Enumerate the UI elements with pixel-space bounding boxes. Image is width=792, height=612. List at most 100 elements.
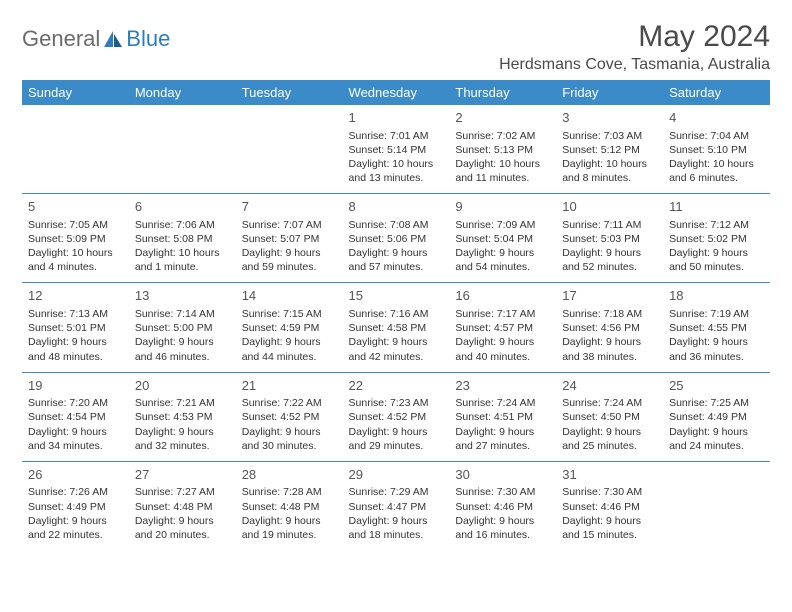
daylight-text: Daylight: 9 hours and 19 minutes. (242, 514, 337, 542)
calendar-day-cell: 12Sunrise: 7:13 AMSunset: 5:01 PMDayligh… (22, 283, 129, 372)
day-header: Thursday (449, 80, 556, 105)
calendar-day-cell (129, 105, 236, 194)
daylight-text: Daylight: 9 hours and 29 minutes. (349, 425, 444, 453)
sunset-text: Sunset: 4:51 PM (455, 410, 550, 424)
sunset-text: Sunset: 4:49 PM (669, 410, 764, 424)
sunset-text: Sunset: 4:48 PM (242, 500, 337, 514)
sunrise-text: Sunrise: 7:06 AM (135, 218, 230, 232)
logo-text-blue: Blue (126, 26, 170, 52)
location-text: Herdsmans Cove, Tasmania, Australia (499, 56, 770, 74)
calendar-day-cell: 23Sunrise: 7:24 AMSunset: 4:51 PMDayligh… (449, 372, 556, 461)
day-number: 26 (28, 466, 123, 484)
day-number: 4 (669, 109, 764, 127)
sunrise-text: Sunrise: 7:07 AM (242, 218, 337, 232)
daylight-text: Daylight: 9 hours and 18 minutes. (349, 514, 444, 542)
calendar-day-cell: 17Sunrise: 7:18 AMSunset: 4:56 PMDayligh… (556, 283, 663, 372)
sunset-text: Sunset: 4:59 PM (242, 321, 337, 335)
sunset-text: Sunset: 5:13 PM (455, 143, 550, 157)
day-number: 11 (669, 198, 764, 216)
daylight-text: Daylight: 9 hours and 32 minutes. (135, 425, 230, 453)
day-header-row: Sunday Monday Tuesday Wednesday Thursday… (22, 80, 770, 105)
daylight-text: Daylight: 9 hours and 59 minutes. (242, 246, 337, 274)
calendar-day-cell (22, 105, 129, 194)
day-number: 22 (349, 377, 444, 395)
daylight-text: Daylight: 9 hours and 15 minutes. (562, 514, 657, 542)
day-number: 28 (242, 466, 337, 484)
sunset-text: Sunset: 4:46 PM (562, 500, 657, 514)
calendar-day-cell: 30Sunrise: 7:30 AMSunset: 4:46 PMDayligh… (449, 461, 556, 550)
title-block: May 2024 Herdsmans Cove, Tasmania, Austr… (499, 20, 770, 74)
day-number: 1 (349, 109, 444, 127)
calendar-week-row: 12Sunrise: 7:13 AMSunset: 5:01 PMDayligh… (22, 283, 770, 372)
day-number: 19 (28, 377, 123, 395)
day-number: 16 (455, 287, 550, 305)
day-number: 2 (455, 109, 550, 127)
sunrise-text: Sunrise: 7:01 AM (349, 129, 444, 143)
sunrise-text: Sunrise: 7:02 AM (455, 129, 550, 143)
calendar-week-row: 1Sunrise: 7:01 AMSunset: 5:14 PMDaylight… (22, 105, 770, 194)
calendar-week-row: 19Sunrise: 7:20 AMSunset: 4:54 PMDayligh… (22, 372, 770, 461)
daylight-text: Daylight: 9 hours and 54 minutes. (455, 246, 550, 274)
calendar-day-cell: 16Sunrise: 7:17 AMSunset: 4:57 PMDayligh… (449, 283, 556, 372)
sunset-text: Sunset: 5:02 PM (669, 232, 764, 246)
calendar-day-cell: 25Sunrise: 7:25 AMSunset: 4:49 PMDayligh… (663, 372, 770, 461)
sunrise-text: Sunrise: 7:20 AM (28, 396, 123, 410)
day-number: 8 (349, 198, 444, 216)
sunrise-text: Sunrise: 7:22 AM (242, 396, 337, 410)
calendar-day-cell: 19Sunrise: 7:20 AMSunset: 4:54 PMDayligh… (22, 372, 129, 461)
day-number: 15 (349, 287, 444, 305)
sunrise-text: Sunrise: 7:26 AM (28, 485, 123, 499)
day-header: Friday (556, 80, 663, 105)
sunrise-text: Sunrise: 7:03 AM (562, 129, 657, 143)
calendar-day-cell: 7Sunrise: 7:07 AMSunset: 5:07 PMDaylight… (236, 194, 343, 283)
sunrise-text: Sunrise: 7:21 AM (135, 396, 230, 410)
daylight-text: Daylight: 10 hours and 1 minute. (135, 246, 230, 274)
day-number: 13 (135, 287, 230, 305)
calendar-day-cell: 6 Sunrise: 7:06 AMSunset: 5:08 PMDaylight… (129, 194, 236, 283)
calendar-day-cell: 14Sunrise: 7:15 AMSunset: 4:59 PMDayligh… (236, 283, 343, 372)
sunset-text: Sunset: 5:08 PM (135, 232, 230, 246)
daylight-text: Daylight: 10 hours and 11 minutes. (455, 157, 550, 185)
day-number: 31 (562, 466, 657, 484)
day-number: 27 (135, 466, 230, 484)
day-number: 12 (28, 287, 123, 305)
calendar-day-cell: 24Sunrise: 7:24 AMSunset: 4:50 PMDayligh… (556, 372, 663, 461)
sunrise-text: Sunrise: 7:25 AM (669, 396, 764, 410)
sunset-text: Sunset: 5:00 PM (135, 321, 230, 335)
sunset-text: Sunset: 4:53 PM (135, 410, 230, 424)
sunset-text: Sunset: 5:10 PM (669, 143, 764, 157)
sunset-text: Sunset: 4:55 PM (669, 321, 764, 335)
day-header: Sunday (22, 80, 129, 105)
daylight-text: Daylight: 10 hours and 8 minutes. (562, 157, 657, 185)
sunrise-text: Sunrise: 7:24 AM (455, 396, 550, 410)
calendar-day-cell: 2 Sunrise: 7:02 AMSunset: 5:13 PMDaylight… (449, 105, 556, 194)
calendar-day-cell: 8Sunrise: 7:08 AMSunset: 5:06 PMDaylight… (343, 194, 450, 283)
sunrise-text: Sunrise: 7:08 AM (349, 218, 444, 232)
calendar-table: Sunday Monday Tuesday Wednesday Thursday… (22, 80, 770, 550)
daylight-text: Daylight: 9 hours and 52 minutes. (562, 246, 657, 274)
sunset-text: Sunset: 5:01 PM (28, 321, 123, 335)
day-number: 7 (242, 198, 337, 216)
daylight-text: Daylight: 9 hours and 20 minutes. (135, 514, 230, 542)
day-number: 6 (135, 198, 230, 216)
sunset-text: Sunset: 4:48 PM (135, 500, 230, 514)
calendar-day-cell: 31Sunrise: 7:30 AMSunset: 4:46 PMDayligh… (556, 461, 663, 550)
daylight-text: Daylight: 9 hours and 24 minutes. (669, 425, 764, 453)
sunset-text: Sunset: 5:03 PM (562, 232, 657, 246)
sunrise-text: Sunrise: 7:09 AM (455, 218, 550, 232)
daylight-text: Daylight: 9 hours and 57 minutes. (349, 246, 444, 274)
sunrise-text: Sunrise: 7:24 AM (562, 396, 657, 410)
calendar-day-cell: 21Sunrise: 7:22 AMSunset: 4:52 PMDayligh… (236, 372, 343, 461)
day-number: 20 (135, 377, 230, 395)
daylight-text: Daylight: 10 hours and 13 minutes. (349, 157, 444, 185)
daylight-text: Daylight: 9 hours and 36 minutes. (669, 335, 764, 363)
sunset-text: Sunset: 4:49 PM (28, 500, 123, 514)
sunset-text: Sunset: 5:12 PM (562, 143, 657, 157)
logo-sail-icon (102, 29, 124, 49)
sunrise-text: Sunrise: 7:11 AM (562, 218, 657, 232)
calendar-day-cell: 4Sunrise: 7:04 AMSunset: 5:10 PMDaylight… (663, 105, 770, 194)
logo-text-general: General (22, 26, 100, 52)
calendar-day-cell: 28Sunrise: 7:28 AMSunset: 4:48 PMDayligh… (236, 461, 343, 550)
sunset-text: Sunset: 4:50 PM (562, 410, 657, 424)
sunrise-text: Sunrise: 7:05 AM (28, 218, 123, 232)
